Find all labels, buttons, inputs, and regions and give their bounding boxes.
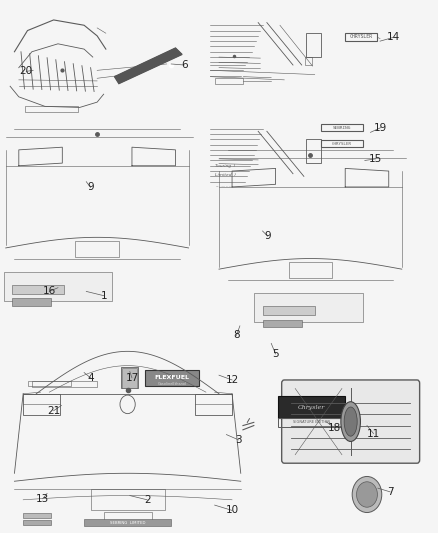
Polygon shape [115, 48, 182, 84]
Bar [28, 381, 71, 386]
Bar [305, 57, 312, 65]
Bar [25, 107, 78, 112]
Text: 15: 15 [369, 154, 382, 164]
Bar [121, 368, 137, 388]
Text: 9: 9 [265, 231, 271, 241]
Bar [289, 262, 332, 278]
Text: 9: 9 [87, 182, 94, 192]
Text: 18: 18 [328, 423, 341, 433]
Bar [84, 520, 171, 526]
Text: 19: 19 [374, 123, 388, 133]
Text: 11: 11 [367, 429, 380, 439]
Bar [306, 33, 321, 57]
Text: 1: 1 [100, 290, 107, 301]
Text: 21: 21 [47, 406, 60, 416]
Text: FLEXFUEL: FLEXFUEL [155, 375, 190, 381]
Ellipse shape [341, 402, 360, 441]
Text: 4: 4 [87, 373, 94, 383]
Text: 3: 3 [235, 435, 242, 445]
Bar [321, 124, 363, 131]
Bar [12, 298, 51, 306]
Bar [306, 139, 321, 163]
Bar [23, 520, 51, 525]
Text: 5: 5 [272, 349, 279, 359]
Bar [91, 489, 165, 511]
Text: 17: 17 [125, 373, 138, 383]
Text: 16: 16 [42, 286, 56, 296]
Text: 7: 7 [387, 487, 393, 497]
Text: Limited  ): Limited ) [215, 173, 236, 177]
Text: 2: 2 [144, 495, 151, 505]
Bar [121, 367, 138, 389]
Bar [215, 78, 243, 84]
Bar [262, 319, 302, 327]
Bar [104, 512, 152, 520]
Bar [262, 306, 315, 316]
Text: SEBRING: SEBRING [332, 126, 351, 130]
Text: CHRYSLER: CHRYSLER [350, 35, 372, 39]
Text: SEBRING  LIMITED: SEBRING LIMITED [110, 521, 145, 525]
Text: 13: 13 [36, 494, 49, 504]
Bar [32, 381, 97, 387]
Bar [345, 33, 377, 41]
Bar [4, 272, 113, 301]
Bar [195, 394, 232, 415]
Bar [321, 140, 363, 147]
Ellipse shape [357, 482, 378, 507]
Bar [23, 513, 51, 519]
Bar [12, 285, 64, 294]
Bar [278, 418, 345, 426]
Text: 14: 14 [386, 33, 400, 43]
Bar [75, 241, 119, 257]
Text: 20: 20 [20, 67, 33, 76]
FancyBboxPatch shape [282, 380, 420, 463]
Ellipse shape [344, 407, 357, 436]
Text: CHRYSLER: CHRYSLER [332, 142, 352, 146]
Text: GasolineEthanol: GasolineEthanol [158, 382, 187, 386]
Text: Chrysler: Chrysler [298, 405, 325, 409]
Bar [145, 370, 199, 386]
Bar [254, 293, 363, 322]
Ellipse shape [352, 477, 382, 513]
Text: ___ __ _ _ _: ___ __ _ _ _ [215, 182, 233, 187]
Bar [278, 397, 345, 418]
Bar [23, 394, 60, 415]
Text: 6: 6 [181, 60, 187, 70]
Text: 10: 10 [226, 505, 239, 515]
Text: 8: 8 [233, 330, 240, 341]
Text: 12: 12 [226, 375, 239, 385]
Text: SIGNATURE EDITION: SIGNATURE EDITION [293, 421, 330, 424]
Text: Touring  ): Touring ) [215, 164, 235, 168]
